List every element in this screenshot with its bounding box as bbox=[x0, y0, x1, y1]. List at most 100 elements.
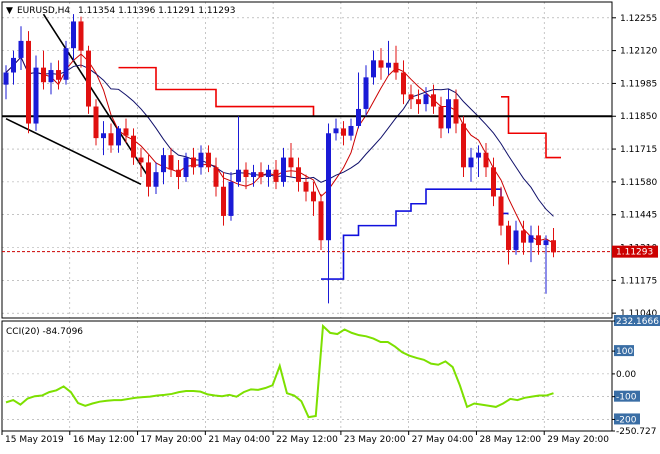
candle bbox=[348, 118, 354, 141]
candle bbox=[18, 26, 24, 71]
candle bbox=[498, 186, 504, 236]
candle-body bbox=[146, 162, 151, 187]
candle-body bbox=[56, 70, 61, 80]
candle bbox=[213, 157, 219, 197]
candle bbox=[446, 89, 451, 134]
cci-tick-label: -200 bbox=[616, 415, 637, 425]
candle bbox=[146, 155, 151, 197]
stop-line-blue bbox=[321, 188, 509, 280]
cci-tick-label: -250.727 bbox=[616, 427, 656, 437]
candle bbox=[63, 40, 69, 85]
time-tick-label: 28 May 12:00 bbox=[479, 435, 541, 445]
candle-body bbox=[311, 191, 316, 202]
candle bbox=[258, 162, 264, 185]
current-price-tag: 1.11293 bbox=[612, 245, 658, 258]
header-arrow: ▼ bbox=[6, 6, 13, 16]
candle-body bbox=[468, 157, 474, 168]
time-tick-label: 22 May 12:00 bbox=[276, 435, 338, 445]
candle-body bbox=[453, 99, 459, 124]
candle-body bbox=[386, 62, 391, 68]
candle bbox=[416, 89, 421, 114]
candle-body bbox=[191, 157, 196, 168]
cci-tick-label: -100 bbox=[616, 393, 637, 403]
candle bbox=[281, 147, 286, 187]
cci-series-line bbox=[5, 323, 554, 419]
candle bbox=[273, 160, 279, 190]
candle bbox=[41, 50, 46, 90]
price-panel: ▼ EURUSD,H4 1.11354 1.11396 1.11291 1.11… bbox=[1, 1, 613, 431]
candle-body bbox=[423, 94, 429, 105]
candle bbox=[266, 164, 271, 187]
candle bbox=[521, 220, 526, 255]
candle-body bbox=[341, 128, 346, 136]
cci-tick-label: 100 bbox=[616, 347, 633, 357]
candle-body bbox=[138, 157, 144, 163]
candle-body bbox=[236, 169, 241, 182]
cci-level-box bbox=[614, 315, 660, 326]
candle bbox=[356, 72, 361, 129]
candle-body bbox=[333, 128, 339, 134]
candles bbox=[3, 14, 556, 304]
candle-body bbox=[228, 181, 234, 216]
candle bbox=[401, 60, 406, 105]
candle bbox=[191, 147, 196, 175]
candle bbox=[251, 164, 256, 187]
time-tick-label: 27 May 04:00 bbox=[412, 435, 474, 445]
cci-axis: 232.1666 100 0.00 -100 -200 -250.727 bbox=[612, 315, 660, 437]
candle bbox=[236, 116, 241, 187]
cci-level-box bbox=[614, 413, 640, 425]
candle-body bbox=[176, 169, 181, 178]
candle-body bbox=[446, 99, 451, 129]
candle bbox=[138, 147, 144, 178]
candle-body bbox=[438, 106, 444, 129]
candle-body bbox=[416, 99, 421, 105]
candle bbox=[393, 45, 399, 80]
candle bbox=[48, 62, 54, 95]
candle-body bbox=[461, 123, 466, 168]
candle-body bbox=[356, 108, 361, 126]
candle-body bbox=[378, 60, 384, 68]
candle-body bbox=[528, 235, 534, 243]
candle-body bbox=[273, 169, 279, 182]
time-gridlines bbox=[69, 2, 545, 431]
current-price-label: 1.11293 bbox=[616, 248, 653, 258]
candle-body bbox=[393, 62, 399, 73]
cci-level-lines bbox=[2, 350, 612, 420]
candle-body bbox=[161, 155, 166, 173]
candle bbox=[468, 147, 474, 182]
candle-body bbox=[183, 157, 189, 178]
candle bbox=[183, 152, 189, 182]
cci-level-box bbox=[614, 390, 640, 402]
candle-body bbox=[71, 21, 76, 49]
candle-body bbox=[408, 94, 414, 100]
candle bbox=[26, 31, 31, 134]
ma-fast-line bbox=[5, 53, 554, 244]
candle-body bbox=[198, 152, 204, 168]
candle-body bbox=[318, 201, 324, 241]
stop-line-red bbox=[501, 96, 561, 159]
price-tick-label: 1.11040 bbox=[620, 309, 657, 319]
candle-body bbox=[363, 77, 369, 109]
candle-body bbox=[288, 157, 294, 168]
candle bbox=[386, 40, 391, 75]
price-tick-label: 1.11985 bbox=[620, 79, 657, 89]
candle bbox=[303, 174, 309, 202]
candle bbox=[476, 145, 481, 178]
candle bbox=[513, 220, 519, 255]
candle-body bbox=[26, 40, 31, 124]
candle bbox=[363, 65, 369, 117]
cci-panel: CCI(20) -84.7096 bbox=[1, 320, 613, 432]
candle bbox=[176, 160, 181, 190]
candle-body bbox=[251, 172, 256, 178]
candle bbox=[198, 145, 204, 175]
candle bbox=[161, 147, 166, 185]
candle-body bbox=[266, 169, 271, 178]
candle-body bbox=[213, 167, 219, 187]
price-tick-label: 1.11580 bbox=[620, 178, 657, 188]
candle bbox=[228, 172, 234, 221]
price-tick-label: 1.11715 bbox=[620, 145, 657, 155]
candle-body bbox=[101, 133, 106, 139]
price-tick-label: 1.11850 bbox=[620, 112, 657, 122]
